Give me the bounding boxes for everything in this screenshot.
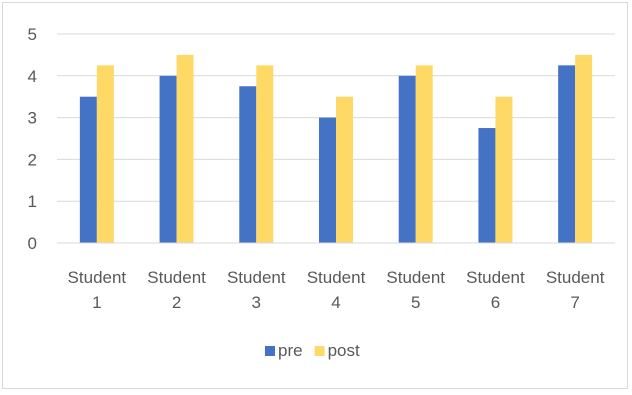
y-tick-label: 3 xyxy=(28,109,37,128)
y-tick-label: 4 xyxy=(28,67,37,86)
x-tick-label: Student xyxy=(147,268,206,287)
bars xyxy=(79,54,593,244)
y-tick-label: 5 xyxy=(28,25,37,44)
y-tick-label: 0 xyxy=(28,234,37,253)
x-tick-label: Student xyxy=(307,268,366,287)
bar-post xyxy=(256,65,274,243)
legend-swatch-pre xyxy=(265,346,275,356)
bar-pre xyxy=(558,65,576,243)
legend-label-post: post xyxy=(328,341,360,360)
axes: 0 1 2 3 4 5 Student 1 Student 2 Student 3 Student 4 St… xyxy=(28,25,615,312)
bar-post xyxy=(495,96,513,243)
x-tick-label: 2 xyxy=(172,293,181,312)
y-tick-label: 2 xyxy=(28,150,37,169)
chart-frame: 0 1 2 3 4 5 Student 1 Student 2 Student 3 Student 4 St… xyxy=(2,2,628,389)
bar-pre xyxy=(398,75,416,243)
x-tick-label: Student xyxy=(68,268,127,287)
x-tick-label: 5 xyxy=(411,293,420,312)
x-tick-label: 3 xyxy=(252,293,261,312)
bar-post xyxy=(336,96,353,243)
bar-pre xyxy=(319,117,336,243)
x-tick-label: Student xyxy=(546,268,605,287)
legend: pre post xyxy=(265,341,360,360)
legend-swatch-post xyxy=(314,346,325,356)
x-tick-label: Student xyxy=(386,268,445,287)
x-tick-label: 7 xyxy=(570,293,579,312)
bar-post xyxy=(96,65,114,243)
x-tick-label: 1 xyxy=(92,293,101,312)
x-tick-label: 6 xyxy=(491,293,500,312)
bar-post xyxy=(575,54,593,244)
bar-chart: 0 1 2 3 4 5 Student 1 Student 2 Student 3 Student 4 St… xyxy=(28,25,615,360)
x-tick-label: Student xyxy=(227,268,286,287)
bar-pre xyxy=(239,86,257,243)
bar-post xyxy=(415,65,433,243)
x-tick-label: 4 xyxy=(331,293,340,312)
bar-pre xyxy=(79,96,97,243)
legend-label-pre: pre xyxy=(278,341,303,360)
bar-pre xyxy=(478,128,496,243)
bar-post xyxy=(176,54,194,244)
y-tick-label: 1 xyxy=(28,192,37,211)
bar-pre xyxy=(159,75,177,243)
x-tick-label: Student xyxy=(466,268,525,287)
